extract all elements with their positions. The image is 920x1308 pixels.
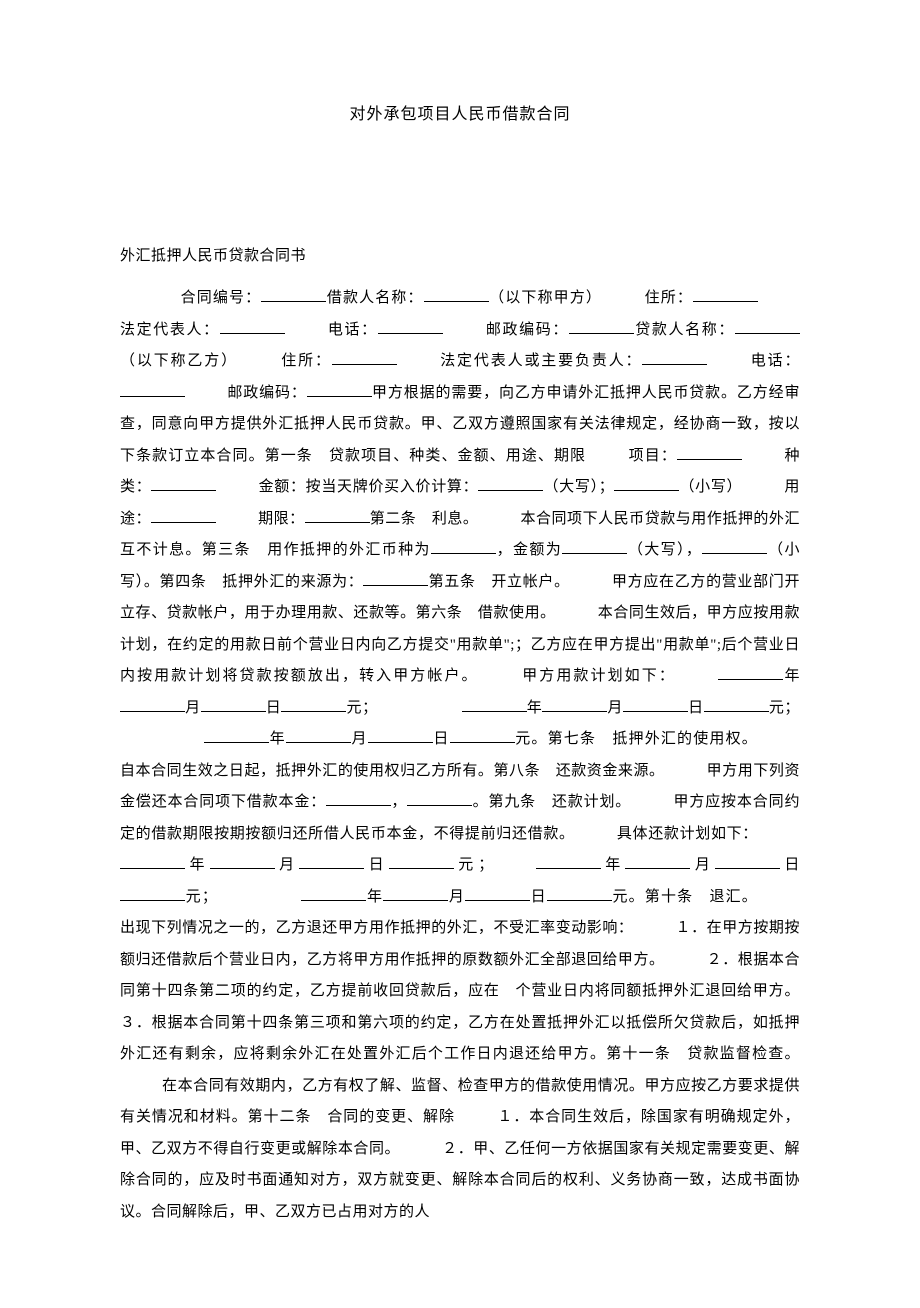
contract-body: 合同编号： 借款人名称： （以下称甲方） 住所： 法定代表人： 电话： 邮政编码： 贷款人名称… (120, 283, 800, 1228)
text: 元。第七条 抵押外汇的使用权。 (515, 731, 758, 747)
text: 合同编号： (180, 290, 261, 306)
text: 项目： (628, 448, 677, 464)
text: 自本合同生效之日起，抵押外汇的使用权归乙方所有。第八条 还款资金来源。 (120, 763, 665, 779)
text: 住所： (644, 290, 693, 306)
text: 金额：按当天牌价买入价计算： (258, 479, 478, 495)
text: 期限： (258, 511, 305, 527)
text: ２．根据本合同第十四条第二项的约定，乙方提前收回贷款后，应在 个营业日内将同额抵… (120, 952, 800, 1063)
text: 年 (783, 668, 800, 684)
text: 日 (433, 731, 450, 747)
text: 电话： (749, 353, 800, 369)
text: 日 (364, 857, 389, 873)
text: 元； (769, 700, 800, 716)
text: 邮政编码： (227, 385, 307, 401)
text: 元； (185, 889, 217, 905)
text: 月 (351, 731, 368, 747)
text: 具体还款计划如下： (617, 826, 758, 842)
text: 贷款人名称： (634, 322, 735, 338)
document-title: 对外承包项目人民币借款合同 (120, 100, 800, 124)
text: ，金额为 (496, 542, 562, 558)
section-heading: 外汇抵押人民币贷款合同书 (120, 244, 800, 265)
text: （小写） (679, 479, 742, 495)
text: ， (391, 794, 407, 810)
text: （大写）； (543, 479, 614, 495)
text: 第五条 开立帐户。 (428, 574, 569, 590)
text: 第二条 利息。 (370, 511, 479, 527)
text: （以下称乙方） (120, 353, 238, 369)
text: 借款人名称： (326, 290, 423, 306)
text: 日 (530, 889, 547, 905)
text: 月 (185, 700, 201, 716)
text: 法定代表人或主要负责人： (439, 353, 643, 369)
text: 日 (688, 700, 704, 716)
text: 月 (275, 857, 300, 873)
text: 年 (527, 700, 543, 716)
document-page: 对外承包项目人民币借款合同 外汇抵押人民币贷款合同书 合同编号： 借款人名称： （以… (0, 0, 920, 1308)
text: 元； (454, 857, 494, 873)
text: 年 (269, 731, 286, 747)
text: 元； (346, 700, 377, 716)
text: 日 (266, 700, 282, 716)
text: 月 (607, 700, 623, 716)
text: 元。第十条 退汇。 (612, 889, 758, 905)
text: （大写）， (627, 542, 702, 558)
text: 电话： (327, 322, 378, 338)
text: 。第九条 还款计划。 (472, 794, 631, 810)
text: 法定代表人： (120, 322, 220, 338)
text: 邮政编码： (485, 322, 569, 338)
text: 出现下列情况之一的，乙方退还甲方用作抵押的外汇，不受汇率变动影响： (120, 920, 634, 936)
text: （以下称甲方） (489, 290, 602, 306)
text: 年 (185, 857, 210, 873)
text: 年 (366, 889, 383, 905)
text: 住所： (280, 353, 332, 369)
text: 年 (601, 857, 626, 873)
text: 月 (448, 889, 465, 905)
text: 日 (780, 857, 800, 873)
text: 甲方用款计划如下： (521, 668, 676, 684)
text: 月 (690, 857, 715, 873)
